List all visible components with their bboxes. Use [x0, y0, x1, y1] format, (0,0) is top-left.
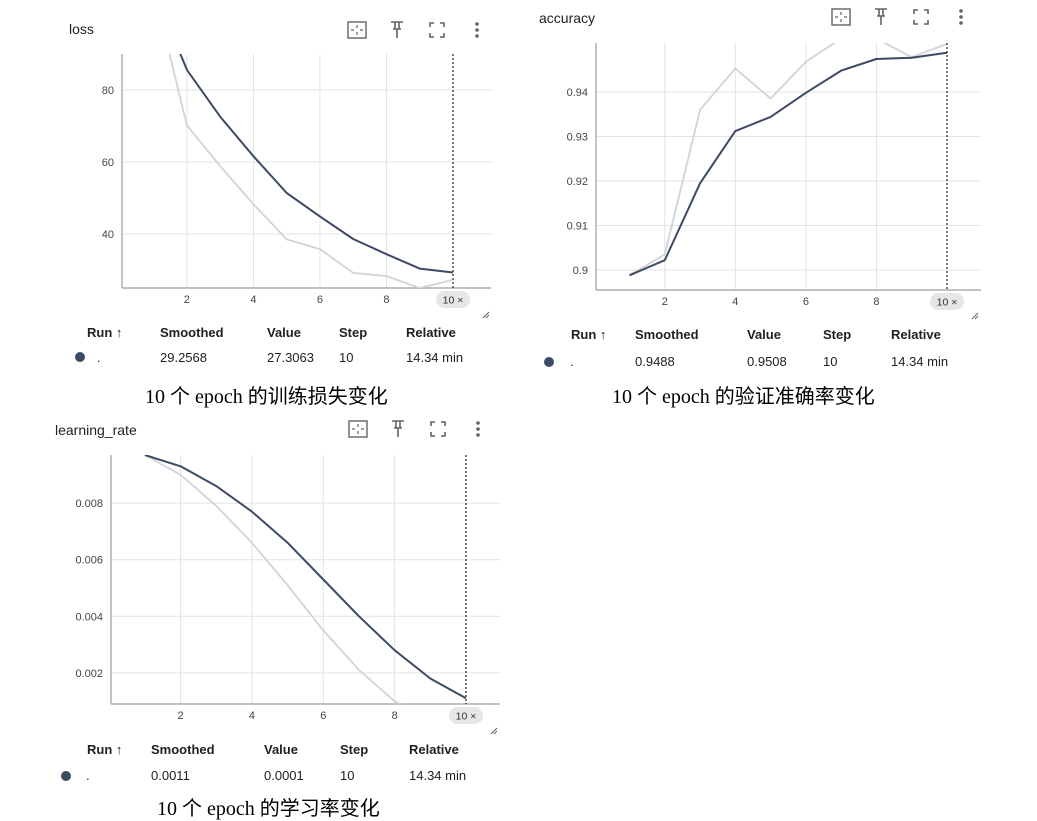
y-tick-label: 0.92 [567, 176, 588, 188]
step-marker-badge [449, 707, 483, 724]
learning-rate-toolbar [329, 418, 489, 440]
smoothed-value: 0.9488 [635, 354, 675, 369]
col-step: Step [823, 327, 852, 342]
smoothed-series-line [144, 455, 466, 700]
y-tick-label: 0.008 [75, 498, 103, 510]
raw-value: 0.0001 [264, 768, 304, 783]
x-tick-label: 6 [317, 294, 323, 306]
x-tick-label: 4 [732, 296, 738, 308]
y-tick-label: 0.006 [75, 555, 103, 567]
step-value: 10 [339, 350, 354, 365]
x-tick-label: 4 [250, 294, 256, 306]
step-marker-label: 10 × [443, 295, 464, 307]
loss-chart: 40 60 80 2 4 6 8 10 × [102, 54, 491, 319]
step-marker-badge [436, 291, 471, 308]
y-tick-label: 0.004 [75, 611, 103, 623]
y-tick-label: 0.94 [567, 87, 588, 99]
col-run[interactable]: Run ↑ [571, 327, 607, 342]
x-tick-label: 6 [803, 296, 809, 308]
relative-value: 14.34 min [409, 768, 467, 783]
resize-handle-icon [482, 311, 490, 319]
resize-handle-icon [971, 312, 979, 320]
more-vert-icon[interactable] [950, 6, 972, 28]
relative-value: 14.34 min [891, 354, 949, 369]
resize-handle-icon [490, 727, 498, 735]
col-smoothed: Smoothed [151, 742, 215, 757]
smoothed-series-line [179, 54, 454, 274]
learning-rate-chart: 0.002 0.004 0.006 0.008 2 4 6 8 10 × [75, 455, 500, 735]
pin-icon[interactable] [870, 6, 892, 28]
col-relative: Relative [891, 327, 941, 342]
col-step: Step [340, 742, 369, 757]
accuracy-chart: 0.9 0.91 0.92 0.93 0.94 2 4 6 8 10 × [567, 43, 981, 320]
panel-title-loss: loss [69, 21, 94, 37]
col-relative: Relative [409, 742, 459, 757]
pin-icon[interactable] [386, 19, 408, 41]
fit-domain-icon[interactable] [347, 418, 369, 440]
raw-series-line [629, 43, 947, 277]
x-tick-label: 8 [383, 294, 389, 306]
x-tick-label: 4 [249, 710, 255, 722]
fit-domain-icon[interactable] [346, 19, 368, 41]
relative-value: 14.34 min [406, 350, 464, 365]
x-tick-label: 6 [320, 710, 326, 722]
run-color-dot [75, 352, 85, 362]
panel-title-accuracy: accuracy [539, 10, 596, 26]
col-relative: Relative [406, 325, 456, 340]
y-tick-label: 0.91 [567, 220, 588, 232]
col-run[interactable]: Run ↑ [87, 325, 123, 340]
caption-accuracy: 10 个 epoch 的验证准确率变化 [612, 386, 875, 408]
step-marker-badge [930, 293, 964, 310]
caption-learning-rate: 10 个 epoch 的学习率变化 [157, 798, 380, 820]
col-smoothed: Smoothed [635, 327, 699, 342]
fit-domain-icon[interactable] [830, 6, 852, 28]
run-name: . [86, 768, 90, 783]
col-smoothed: Smoothed [160, 325, 224, 340]
raw-value: 0.9508 [747, 354, 787, 369]
col-step: Step [339, 325, 368, 340]
y-tick-label: 60 [102, 157, 114, 169]
run-name: . [570, 354, 574, 369]
fullscreen-icon[interactable] [910, 6, 932, 28]
step-value: 10 [340, 768, 355, 783]
col-value: Value [747, 327, 781, 342]
x-tick-label: 8 [873, 296, 879, 308]
col-value: Value [264, 742, 298, 757]
raw-series-line [144, 455, 402, 704]
more-vert-icon[interactable] [466, 19, 488, 41]
y-tick-label: 40 [102, 229, 114, 241]
fullscreen-icon[interactable] [427, 418, 449, 440]
loss-toolbar [328, 19, 488, 41]
x-tick-label: 2 [184, 294, 190, 306]
col-value: Value [267, 325, 301, 340]
more-vert-icon[interactable] [467, 418, 489, 440]
x-tick-label: 8 [392, 710, 398, 722]
pin-icon[interactable] [387, 418, 409, 440]
step-marker-label: 10 × [456, 711, 477, 723]
panel-title-learning-rate: learning_rate [55, 422, 137, 438]
col-run[interactable]: Run ↑ [87, 742, 123, 757]
raw-value: 27.3063 [267, 350, 314, 365]
step-value: 10 [823, 354, 838, 369]
raw-series-line [168, 54, 454, 288]
run-color-dot [544, 357, 554, 367]
step-marker-label: 10 × [937, 297, 958, 309]
smoothed-series-line [629, 51, 947, 277]
accuracy-toolbar [812, 6, 972, 28]
y-tick-label: 0.93 [567, 131, 588, 143]
caption-loss: 10 个 epoch 的训练损失变化 [145, 386, 388, 408]
x-tick-label: 2 [662, 296, 668, 308]
y-tick-label: 80 [102, 85, 114, 97]
fullscreen-icon[interactable] [426, 19, 448, 41]
run-color-dot [61, 771, 71, 781]
x-tick-label: 2 [178, 710, 184, 722]
smoothed-value: 0.0011 [151, 768, 190, 783]
smoothed-value: 29.2568 [160, 350, 207, 365]
y-tick-label: 0.9 [573, 265, 588, 277]
y-tick-label: 0.002 [75, 668, 103, 680]
run-name: . [97, 350, 101, 365]
